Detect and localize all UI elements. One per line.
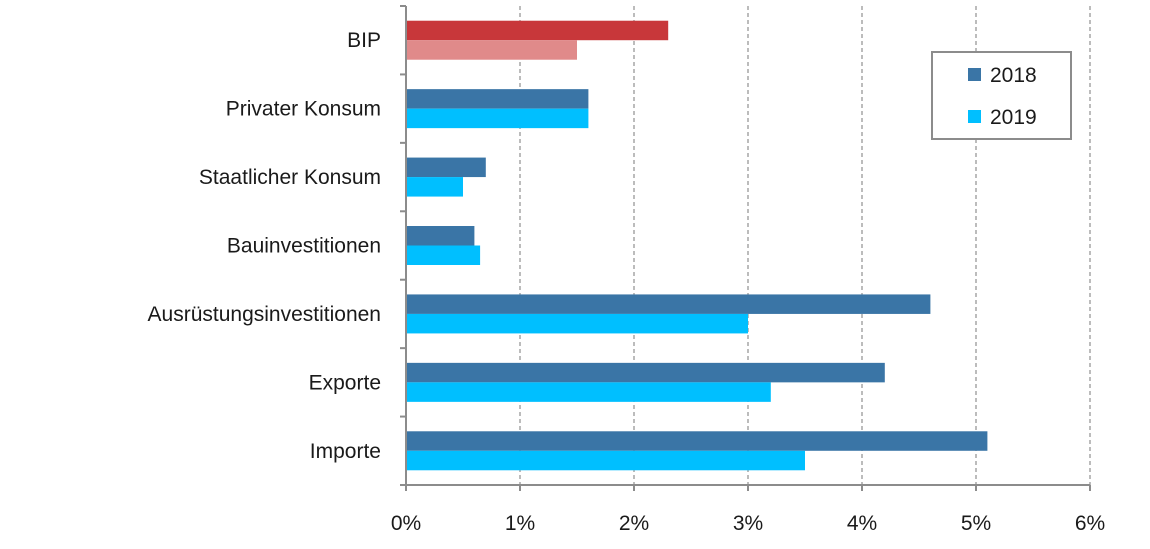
legend-swatch-2019 — [968, 110, 981, 123]
bar-2019-5 — [406, 382, 771, 402]
legend-box — [931, 51, 1072, 140]
bar-2018-6 — [406, 431, 988, 451]
bar-2019-4 — [406, 313, 748, 334]
category-label: Staatlicher Konsum — [199, 166, 381, 189]
bar-2019-6 — [406, 450, 805, 471]
bar-2018-4 — [406, 294, 931, 314]
bar-2018-0 — [406, 20, 669, 41]
category-label: Exporte — [309, 371, 381, 394]
bar-2018-1 — [406, 89, 589, 109]
x-tick-label: 2% — [619, 512, 649, 535]
bar-2018-3 — [406, 226, 475, 246]
bars — [406, 20, 988, 471]
legend-label-2019: 2019 — [990, 106, 1037, 129]
x-tick-label: 1% — [505, 512, 535, 535]
legend-label-2018: 2018 — [990, 64, 1037, 87]
x-tick-label: 6% — [1075, 512, 1105, 535]
x-tick-label: 4% — [847, 512, 877, 535]
legend: 2018 2019 — [931, 51, 1072, 140]
bar-2018-2 — [406, 157, 486, 178]
category-label: Importe — [310, 440, 381, 463]
labels: 0% 1% 2% 3% 4% 5% 6% BIP Privater Konsum Staatlic… — [148, 29, 1106, 535]
category-label: Bauinvestitionen — [227, 235, 381, 258]
legend-swatch-2018 — [968, 68, 981, 81]
x-tick-label: 3% — [733, 512, 763, 535]
x-tick-label: 0% — [391, 512, 421, 535]
bar-2018-5 — [406, 362, 885, 383]
x-tick-label: 5% — [961, 512, 991, 535]
category-label: Privater Konsum — [226, 98, 381, 121]
axes — [400, 5, 1091, 491]
bar-2019-1 — [406, 108, 589, 129]
category-label: BIP — [347, 29, 381, 52]
category-label: Ausrüstungsinvestitionen — [148, 303, 381, 326]
bar-2019-3 — [406, 245, 481, 265]
bar-2019-0 — [406, 40, 577, 60]
bar-2019-2 — [406, 177, 463, 197]
